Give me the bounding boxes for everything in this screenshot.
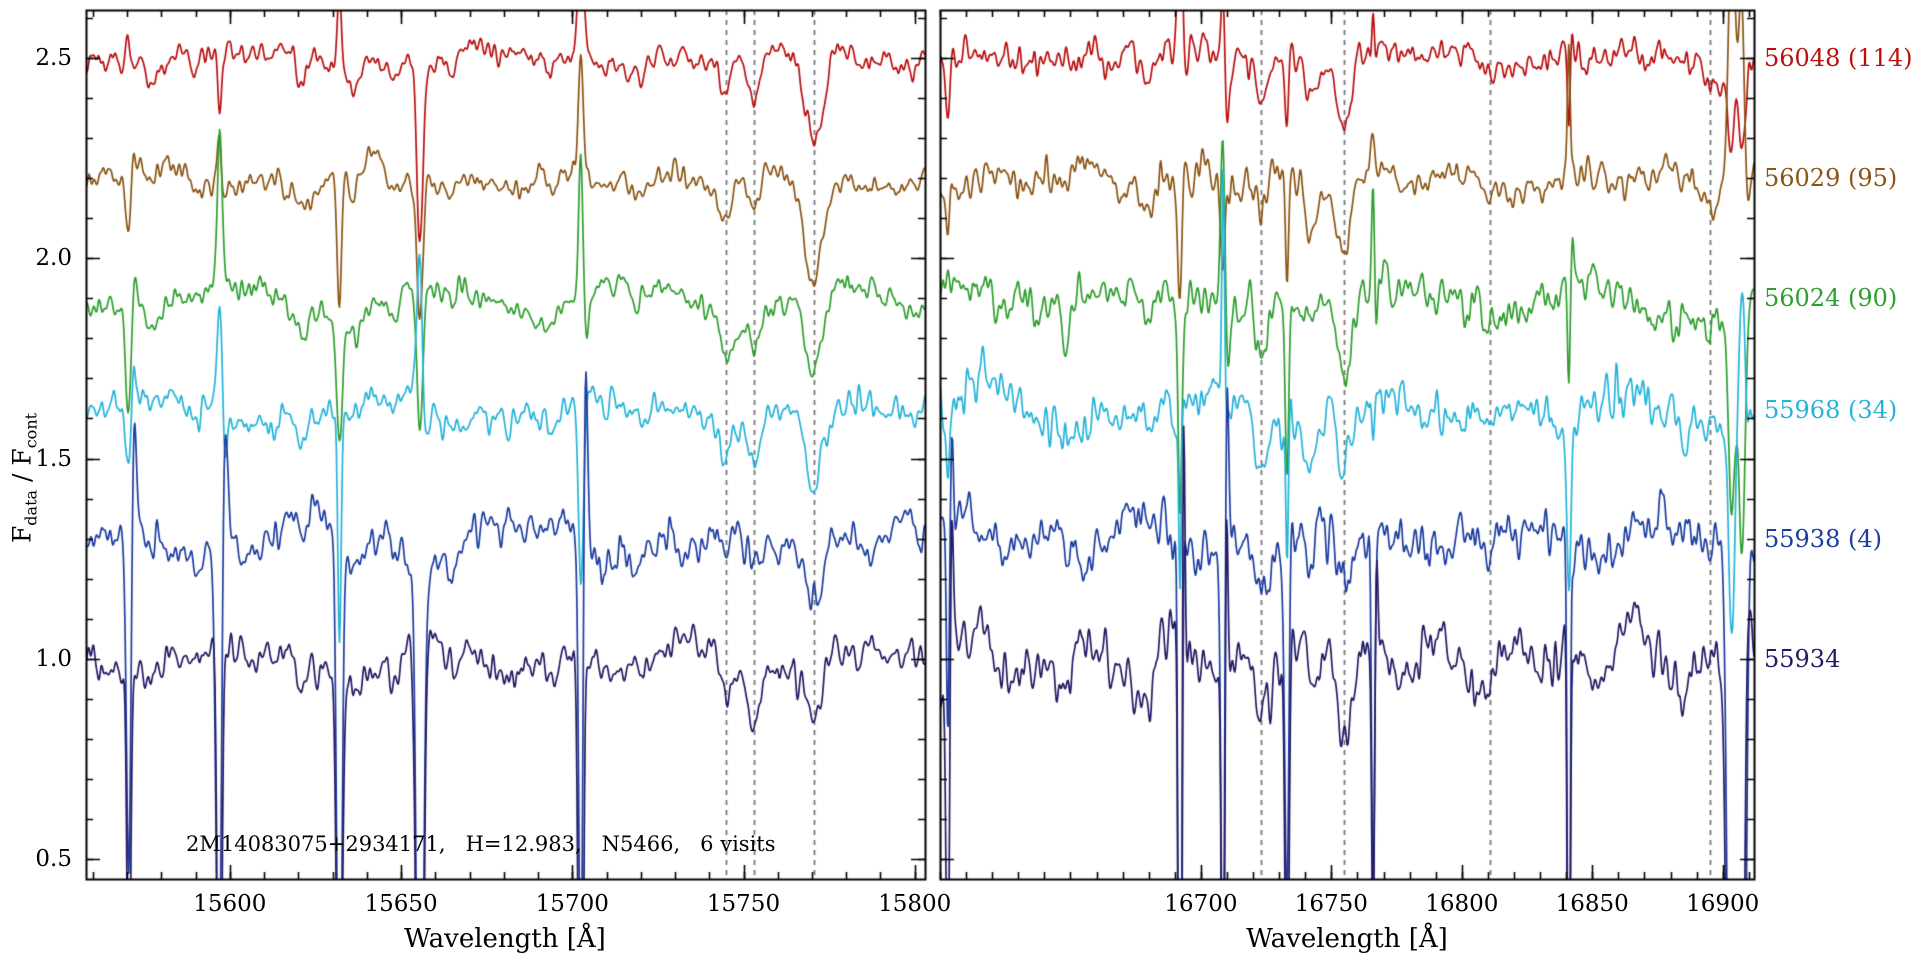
series-label: 56029 (95) (1764, 164, 1898, 193)
x-tick-label: 16700 (1164, 891, 1238, 917)
y-tick-label: 2.5 (35, 45, 72, 72)
series-label: 55934 (1764, 644, 1841, 673)
y-tick-label: 1.0 (35, 645, 72, 672)
series-label: 56024 (90) (1764, 284, 1898, 313)
x-tick-label: 16850 (1555, 891, 1629, 917)
y-axis-label: Fdata / Fcont (8, 413, 41, 543)
x-tick-label: 15650 (364, 891, 438, 917)
x-tick-label: 16750 (1294, 891, 1368, 917)
x-axis-label-right: Wavelength [Å] (1246, 924, 1448, 954)
y-tick-label: 0.5 (35, 845, 72, 872)
y-axis-label-f1: F (7, 525, 37, 544)
x-tick-label: 15600 (193, 891, 267, 917)
x-tick-label: 15750 (706, 891, 781, 917)
y-tick-label: 1.5 (35, 445, 72, 472)
y-axis-label-sub2: cont (21, 412, 41, 449)
series-label: 56048 (114) (1764, 44, 1913, 73)
series-label: 55968 (34) (1764, 396, 1898, 425)
target-annotation: 2M14083075+2934171, H=12.983, N5466, 6 v… (186, 832, 776, 856)
x-tick-label: 15700 (535, 891, 609, 917)
x-tick-label: 16900 (1686, 891, 1760, 917)
x-tick-label: 15800 (878, 891, 952, 917)
x-axis-label-left: Wavelength [Å] (404, 924, 606, 954)
series-label: 55938 (4) (1764, 524, 1882, 553)
x-tick-label: 16800 (1425, 891, 1499, 917)
y-tick-label: 2.0 (35, 245, 72, 272)
y-axis-label-sub1: data (21, 489, 41, 526)
